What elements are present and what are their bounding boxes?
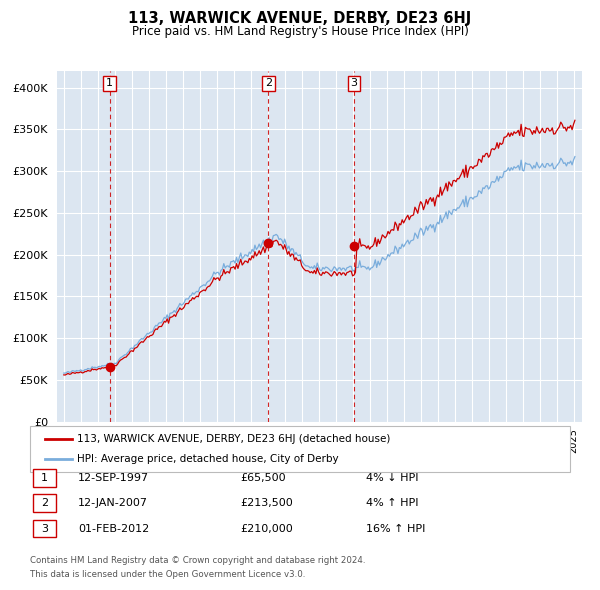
Text: £210,000: £210,000 — [240, 524, 293, 533]
Text: 4% ↓ HPI: 4% ↓ HPI — [366, 473, 419, 483]
Text: 2: 2 — [265, 78, 272, 88]
Text: This data is licensed under the Open Government Licence v3.0.: This data is licensed under the Open Gov… — [30, 571, 305, 579]
Text: Price paid vs. HM Land Registry's House Price Index (HPI): Price paid vs. HM Land Registry's House … — [131, 25, 469, 38]
Text: HPI: Average price, detached house, City of Derby: HPI: Average price, detached house, City… — [77, 454, 338, 464]
Text: £213,500: £213,500 — [240, 499, 293, 508]
Text: 01-FEB-2012: 01-FEB-2012 — [78, 524, 149, 533]
Text: 16% ↑ HPI: 16% ↑ HPI — [366, 524, 425, 533]
Text: 2: 2 — [41, 499, 48, 508]
Text: Contains HM Land Registry data © Crown copyright and database right 2024.: Contains HM Land Registry data © Crown c… — [30, 556, 365, 565]
Text: 1: 1 — [41, 473, 48, 483]
Text: 113, WARWICK AVENUE, DERBY, DE23 6HJ: 113, WARWICK AVENUE, DERBY, DE23 6HJ — [128, 11, 472, 25]
Text: £65,500: £65,500 — [240, 473, 286, 483]
Text: 12-SEP-1997: 12-SEP-1997 — [78, 473, 149, 483]
Text: 1: 1 — [106, 78, 113, 88]
Text: 3: 3 — [41, 524, 48, 533]
Text: 3: 3 — [350, 78, 358, 88]
Text: 113, WARWICK AVENUE, DERBY, DE23 6HJ (detached house): 113, WARWICK AVENUE, DERBY, DE23 6HJ (de… — [77, 434, 390, 444]
Text: 12-JAN-2007: 12-JAN-2007 — [78, 499, 148, 508]
Text: 4% ↑ HPI: 4% ↑ HPI — [366, 499, 419, 508]
